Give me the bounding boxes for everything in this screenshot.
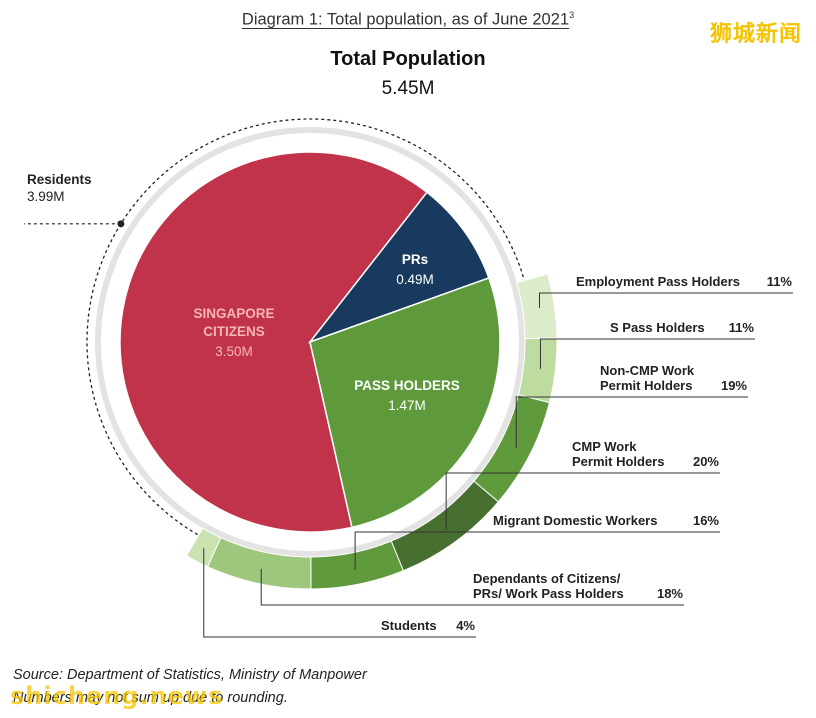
callout-label-students: Students	[381, 618, 437, 633]
breakdown-arc-layer	[185, 273, 558, 590]
slice-label-singapore-citizens: SINGAPORE	[193, 306, 274, 321]
slice-label-prs: PRs	[402, 252, 428, 267]
callout-percent-cmp-work-permit-holders: 20%	[693, 454, 719, 469]
slice-value-prs: 0.49M	[396, 272, 434, 287]
pie-layer	[119, 151, 501, 533]
pie-slice-prs	[307, 191, 490, 344]
residents-value: 3.99M	[27, 189, 65, 204]
rounding-note: Numbers may not sum up due to rounding.	[13, 690, 288, 706]
callout-leader-migrant-domestic-workers	[354, 531, 720, 570]
callout-leader-cmp-work-permit-holders	[445, 472, 720, 530]
caption-footnote-marker: 3	[569, 10, 575, 20]
callout-percent-employment-pass-holders: 11%	[767, 274, 793, 289]
callout-label-dependants-of-citizens-prs-work-pass-holders: PRs/ Work Pass Holders	[473, 586, 624, 601]
watermark-logo-bottom: shicheng.news	[10, 682, 224, 710]
callout-leader-employment-pass-holders	[538, 292, 793, 308]
slice-value-singapore-citizens: 3.50M	[215, 344, 253, 359]
residents-marker-dot	[117, 220, 125, 228]
callout-percent-students: 4%	[456, 618, 475, 633]
callout-percent-s-pass-holders: 11%	[729, 320, 755, 335]
source-note: Source: Department of Statistics, Minist…	[13, 667, 367, 683]
callout-layer: Employment Pass Holders 11% S Pass Holders…	[24, 172, 793, 638]
callout-label-employment-pass-holders: Employment Pass Holders	[576, 274, 740, 289]
slice-value-pass-holders: 1.47M	[388, 398, 426, 413]
callout-leader-s-pass-holders	[539, 338, 755, 369]
callout-label-non-cmp-work-permit-holders: Permit Holders	[600, 378, 692, 393]
callout-leader-dependants-of-citizens-prs-work-pass-holders	[260, 568, 684, 606]
callout-percent-migrant-domestic-workers: 16%	[693, 513, 719, 528]
callout-label-migrant-domestic-workers: Migrant Domestic Workers	[493, 513, 657, 528]
breakdown-segment-students	[185, 527, 222, 568]
callout-percent-dependants-of-citizens-prs-work-pass-holders: 18%	[657, 586, 683, 601]
pie-slice-singapore-citizens	[119, 151, 429, 533]
slice-label-singapore-citizens: CITIZENS	[203, 324, 265, 339]
callout-label-cmp-work-permit-holders: CMP Work	[572, 439, 637, 454]
diagram-caption: Diagram 1: Total population, as of June …	[0, 10, 816, 30]
chart-title: Total Population	[330, 48, 486, 70]
slice-label-pass-holders: PASS HOLDERS	[354, 378, 460, 393]
slice-label-layer: SINGAPORE CITIZENS 3.50M PRs 0.49M PASS HOLDE…	[193, 252, 459, 413]
callout-percent-non-cmp-work-permit-holders: 19%	[721, 378, 747, 393]
chart-total-value: 5.45M	[381, 78, 435, 99]
callout-leader-non-cmp-work-permit-holders	[515, 396, 748, 449]
watermark-logo-top: 狮城新闻	[709, 22, 802, 47]
callout-leader-students	[203, 548, 476, 638]
callout-label-s-pass-holders: S Pass Holders	[610, 320, 705, 335]
residents-label: Residents	[27, 172, 92, 187]
callout-label-non-cmp-work-permit-holders: Non-CMP Work	[600, 363, 695, 378]
pie-slice-pass-holders	[309, 277, 501, 529]
callout-label-cmp-work-permit-holders: Permit Holders	[572, 454, 664, 469]
diagram-caption-text: Diagram 1: Total population, as of June …	[241, 10, 570, 29]
callout-label-dependants-of-citizens-prs-work-pass-holders: Dependants of Citizens/	[473, 571, 621, 586]
